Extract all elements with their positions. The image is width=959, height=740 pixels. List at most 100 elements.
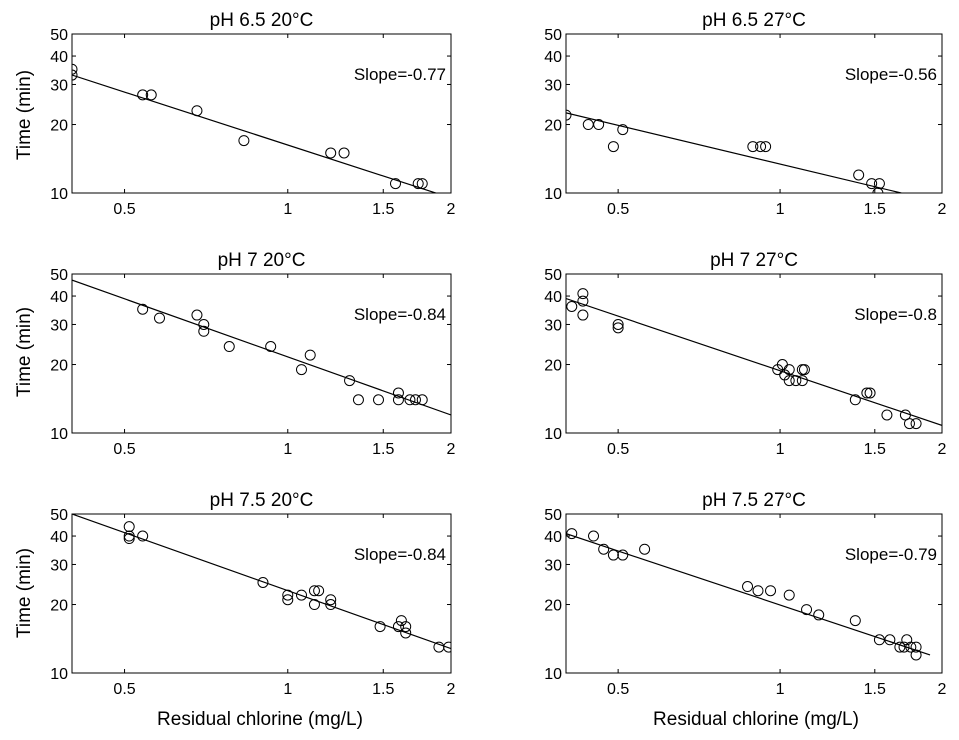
data-layer [72,63,438,193]
data-point [416,178,428,190]
data-point [257,576,269,588]
chart-panel-5: 0.5 1 1.5 2 10 20 30 40 50 pH 7.5 20°C Slope=-0.84 [50,490,455,698]
x-tick-label: 0.5 [607,201,629,218]
x-tick-label: 0.5 [607,441,629,458]
data-point [783,589,795,601]
data-point [123,533,135,545]
panel-title: pH 7.5 20°C [210,490,314,511]
data-point [238,135,250,147]
x-tick-label: 2 [938,201,947,218]
data-point [617,124,629,136]
data-point [223,341,235,353]
y-tick-label: 10 [50,426,68,443]
data-point [612,322,624,334]
data-point [282,594,294,606]
x-tick-label: 1 [283,441,292,458]
fit-line [566,533,931,656]
data-point [198,318,210,330]
slope-annotation: Slope=-0.8 [854,305,937,324]
data-point [588,530,600,542]
data-point [866,178,878,190]
x-tick-label: 2 [447,441,456,458]
data-layer [566,528,931,661]
data-point [137,530,149,542]
data-point [72,63,78,75]
y-tick-label: 40 [544,529,562,546]
data-point [798,364,810,376]
y-tick-label: 40 [50,529,68,546]
chart-panel-6: 0.5 1 1.5 2 10 20 30 40 50 pH 7.5 27°C Slope=-0.79 [544,490,946,698]
data-point [295,364,307,376]
x-tick-label: 0.5 [113,441,135,458]
data-point [344,375,356,387]
y-tick-label: 30 [544,557,562,574]
data-point [392,621,404,633]
data-point [905,641,917,653]
y-tick-label: 20 [50,118,68,135]
fit-line [72,74,438,193]
x-tick-label: 1.5 [864,681,886,698]
y-tick-label: 50 [50,267,68,284]
axes-box [565,33,943,194]
panel-title: pH 7.5 27°C [702,490,806,511]
y-tick-label: 20 [544,358,562,375]
y-tick-label: 30 [50,317,68,334]
data-point [910,649,922,661]
data-point [191,105,203,117]
data-point [400,627,412,639]
data-point [790,375,802,387]
y-tick-label: 10 [544,186,562,203]
y-tick-label: 40 [544,49,562,66]
slope-annotation: Slope=-0.79 [845,545,937,564]
y-tick-label: 20 [544,598,562,615]
data-point [145,89,157,101]
y-tick-label: 10 [544,426,562,443]
x-tick-label: 1.5 [864,441,886,458]
y-tick-label: 30 [544,317,562,334]
y-tick-label: 50 [544,267,562,284]
data-point [137,303,149,315]
data-point [864,387,876,399]
data-point [813,609,825,621]
data-point [582,119,594,131]
data-point [392,394,404,406]
x-tick-label: 2 [447,681,456,698]
data-point [295,589,307,601]
data-point [849,615,861,627]
x-tick-label: 1.5 [372,201,394,218]
chart-panel-4: 0.5 1 1.5 2 10 20 30 40 50 pH 7 27°C Slope=-0.8 [544,250,946,458]
data-point [577,309,589,321]
data-point [308,599,320,611]
data-point [416,394,428,406]
data-point [400,621,412,633]
data-point [903,418,915,430]
chart-panel-3: 0.5 1 1.5 2 10 20 30 40 50 pH 7 20°C Slope=-0.84 [50,250,455,458]
data-point [742,581,754,593]
data-point [433,641,445,653]
data-point [72,69,78,81]
data-point [566,300,578,312]
data-point [352,394,364,406]
x-tick-label: 1.5 [864,201,886,218]
panel-title: pH 6.5 20°C [210,10,314,31]
y-tick-label: 50 [50,507,68,524]
y-tick-label: 40 [50,49,68,66]
data-point [796,364,808,376]
x-tick-label: 1.5 [372,441,394,458]
data-point [872,187,884,193]
axes-box [565,273,943,434]
y-tick-label: 30 [544,77,562,94]
y-tick-label: 10 [50,186,68,203]
x-tick-label: 1 [776,681,785,698]
data-point [123,530,135,542]
data-point [607,141,619,153]
data-point [861,387,873,399]
y-tick-label: 10 [544,666,562,683]
data-point [612,318,624,330]
fit-line [72,514,451,650]
y-axis-label-row3: Time (min) [14,548,35,638]
data-point [894,641,906,653]
data-point [137,89,149,101]
data-point [313,585,325,597]
